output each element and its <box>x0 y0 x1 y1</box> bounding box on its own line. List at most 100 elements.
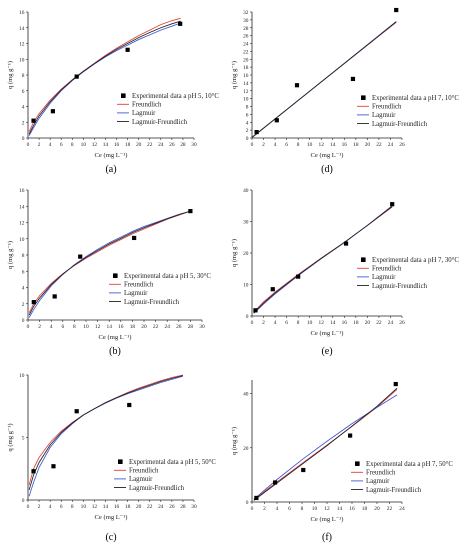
y-tick-label: 20 <box>243 57 249 63</box>
y-axis-label: q (mg g⁻¹) <box>231 427 238 455</box>
x-tick-label: 30 <box>191 504 197 510</box>
x-tick-label: 16 <box>114 142 120 148</box>
x-tick-label: 6 <box>285 142 288 148</box>
panel-caption: (e) <box>321 346 332 357</box>
x-tick-label: 18 <box>353 320 359 326</box>
legend-label: Lagmuir <box>372 112 396 119</box>
x-tick-label: 22 <box>147 142 153 148</box>
panel-caption: (f) <box>322 532 332 543</box>
y-tick-label: 6 <box>22 89 25 95</box>
y-tick-label: 12 <box>243 89 249 95</box>
x-tick-label: 14 <box>107 324 113 330</box>
x-tick-label: 6 <box>61 324 64 330</box>
chart-panel: 0 2 4 6 8 10 12 14 16 18 20 22 24 26 28 300246810121416… <box>7 188 211 357</box>
data-point <box>270 287 275 292</box>
data-point <box>132 235 137 241</box>
legend-label: Freundlich <box>129 468 159 475</box>
x-tick-label: 6 <box>285 320 288 326</box>
x-tick-label: 8 <box>73 324 76 330</box>
data-point <box>74 409 79 414</box>
data-point <box>31 469 36 474</box>
x-tick-label: 2 <box>262 320 265 326</box>
series-line-lagmuir-freundlich <box>28 210 191 316</box>
y-tick-label: 28 <box>243 26 249 32</box>
x-tick-label: 22 <box>147 504 153 510</box>
y-tick-label: 22 <box>243 49 249 55</box>
y-tick-label: 0 <box>246 500 249 506</box>
y-tick-label: 14 <box>19 204 25 210</box>
panel-caption: (b) <box>109 346 121 357</box>
legend: Experimental data a pH 7, 10°C Freundlich… <box>357 95 459 128</box>
x-tick-label: 2 <box>38 324 41 330</box>
x-tick-label: 10 <box>307 320 313 326</box>
legend-marker-square <box>118 459 123 464</box>
series-line-freundlich <box>28 210 191 313</box>
panel-caption: (a) <box>105 164 116 175</box>
x-tick-label: 0 <box>251 320 254 326</box>
x-tick-label: 20 <box>136 504 142 510</box>
y-axis-label: q (mg g⁻¹) <box>7 423 14 451</box>
series-line-freundlich <box>28 374 184 486</box>
x-tick-label: 14 <box>103 142 109 148</box>
y-tick-label: 4 <box>22 286 25 292</box>
y-tick-label: 10 <box>19 237 25 243</box>
x-tick-label: 10 <box>81 142 87 148</box>
series-line-lagmuir <box>28 210 191 318</box>
legend-label: Lagmuir <box>129 476 153 483</box>
y-tick-label: 8 <box>22 73 25 79</box>
x-tick-label: 8 <box>71 504 74 510</box>
data-point <box>274 118 279 123</box>
data-point <box>51 464 56 469</box>
x-tick-label: 28 <box>180 504 186 510</box>
x-tick-label: 0 <box>251 506 254 512</box>
legend-label: Lagmuir-Freundlich <box>366 487 422 494</box>
y-tick-label: 2 <box>22 302 25 308</box>
x-tick-label: 28 <box>180 142 186 148</box>
y-tick-label: 30 <box>243 18 249 24</box>
x-tick-label: 0 <box>27 504 30 510</box>
data-point <box>253 308 258 313</box>
x-tick-label: 0 <box>27 324 30 330</box>
legend-label: Lagmuir-Freundlich <box>129 485 185 492</box>
x-tick-label: 4 <box>274 320 277 326</box>
x-tick-label: 30 <box>191 142 197 148</box>
x-tick-label: 12 <box>324 506 330 512</box>
data-point <box>127 402 132 408</box>
series-line-lagmuir <box>253 394 398 500</box>
y-tick-label: 4 <box>246 120 249 126</box>
x-tick-label: 26 <box>169 142 175 148</box>
x-tick-label: 10 <box>81 504 87 510</box>
x-tick-label: 22 <box>153 324 159 330</box>
x-tick-label: 8 <box>301 506 304 512</box>
y-tick-label: 12 <box>19 42 25 48</box>
data-point <box>390 202 395 207</box>
data-point <box>273 480 278 485</box>
legend-label: Lagmuir-Freundlich <box>132 119 188 126</box>
data-point <box>343 241 349 246</box>
x-tick-label: 14 <box>330 320 336 326</box>
legend-label: Freundlich <box>132 102 162 109</box>
data-point <box>394 7 399 13</box>
chart-panel: 0 2 4 6 8 10 12 14 16 18 20 22 24 26 28 300246810121416… <box>7 10 219 175</box>
y-tick-label: 6 <box>22 269 25 275</box>
series-line-lagmuir-freundlich <box>253 206 393 314</box>
series-line-lagmuir-freundlich <box>28 375 184 491</box>
legend-marker-square <box>355 461 360 466</box>
x-tick-label: 12 <box>319 142 325 148</box>
y-tick-label: 6 <box>246 112 249 118</box>
x-tick-label: 26 <box>399 142 405 148</box>
legend-label: Freundlich <box>372 266 402 273</box>
x-tick-label: 4 <box>274 142 277 148</box>
legend-label: Experimental data a pH 5, 10°C <box>132 93 219 100</box>
x-tick-label: 16 <box>114 504 120 510</box>
legend-label: Experimental data a pH 5, 30°C <box>124 273 211 280</box>
legend: Experimental data a pH 5, 30°C Freundlich… <box>109 273 211 306</box>
data-point <box>254 495 259 501</box>
x-tick-label: 8 <box>297 142 300 148</box>
y-tick-label: 10 <box>243 283 249 289</box>
x-tick-label: 18 <box>125 504 131 510</box>
x-tick-label: 14 <box>337 506 343 512</box>
y-tick-label: 12 <box>19 221 25 227</box>
data-point <box>301 467 306 473</box>
